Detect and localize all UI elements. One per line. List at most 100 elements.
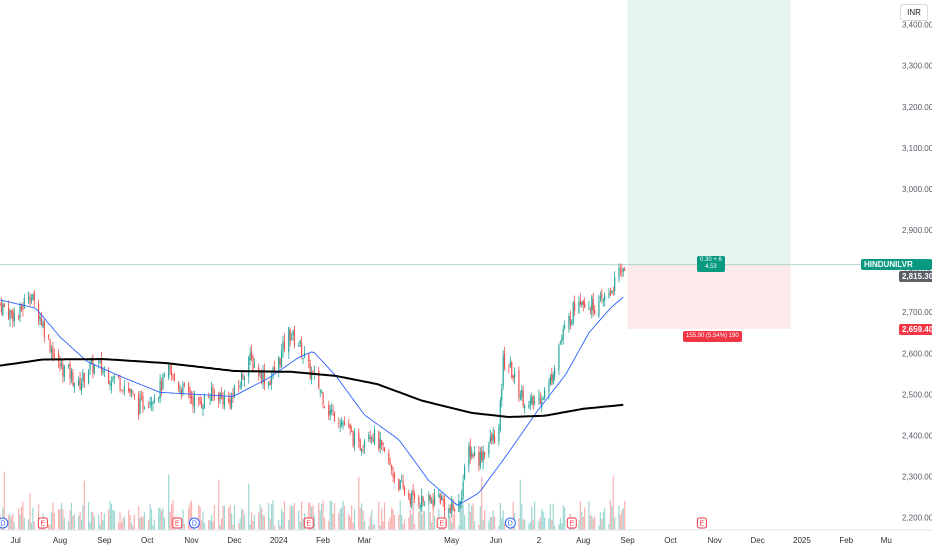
candle-body[interactable] xyxy=(432,499,434,507)
candle-body[interactable] xyxy=(581,301,583,305)
candle-body[interactable] xyxy=(343,422,346,426)
candle-body[interactable] xyxy=(312,370,314,373)
candle-body[interactable] xyxy=(160,381,163,392)
candle-body[interactable] xyxy=(49,339,51,352)
candle-body[interactable] xyxy=(23,298,25,309)
candle-body[interactable] xyxy=(408,492,410,499)
candle-body[interactable] xyxy=(183,383,186,385)
candle-body[interactable] xyxy=(12,310,14,321)
candle-body[interactable] xyxy=(561,338,563,342)
candle-body[interactable] xyxy=(22,308,24,310)
candle-body[interactable] xyxy=(189,391,191,399)
candle-body[interactable] xyxy=(443,499,446,511)
candle-body[interactable] xyxy=(381,440,383,445)
candle-body[interactable] xyxy=(438,493,440,498)
candle-body[interactable] xyxy=(82,371,84,381)
target-box-label[interactable]: 0.30 + 6 4.53 xyxy=(697,255,725,272)
candle-body[interactable] xyxy=(242,375,244,379)
candle-body[interactable] xyxy=(624,269,626,271)
candle-body[interactable] xyxy=(544,389,546,398)
candle-body[interactable] xyxy=(322,392,324,405)
candle-body[interactable] xyxy=(202,407,204,410)
candle-body[interactable] xyxy=(458,500,460,513)
candle-body[interactable] xyxy=(441,496,443,501)
candle-body[interactable] xyxy=(481,450,483,461)
candle-body[interactable] xyxy=(489,436,491,444)
candle-body[interactable] xyxy=(118,374,120,378)
candle-body[interactable] xyxy=(193,395,196,407)
candle-body[interactable] xyxy=(411,492,413,506)
candle-body[interactable] xyxy=(32,293,34,300)
earnings-marker[interactable]: E xyxy=(172,517,183,529)
candle-body[interactable] xyxy=(398,478,400,492)
candle-body[interactable] xyxy=(592,299,594,311)
candle-body[interactable] xyxy=(128,387,130,391)
candle-body[interactable] xyxy=(39,316,41,322)
candle-body[interactable] xyxy=(413,493,416,499)
candle-body[interactable] xyxy=(361,448,363,452)
candle-body[interactable] xyxy=(439,495,441,504)
candle-body[interactable] xyxy=(378,431,380,450)
candle-body[interactable] xyxy=(569,316,571,325)
candle-body[interactable] xyxy=(332,409,334,411)
candle-body[interactable] xyxy=(139,397,141,413)
candle-body[interactable] xyxy=(113,376,115,378)
candle-body[interactable] xyxy=(190,396,193,400)
candle-body[interactable] xyxy=(238,386,240,388)
candle-body[interactable] xyxy=(521,389,523,397)
candle-body[interactable] xyxy=(230,395,233,409)
candle-body[interactable] xyxy=(301,342,303,358)
candle-body[interactable] xyxy=(119,378,121,389)
candle-body[interactable] xyxy=(43,321,45,337)
candle-body[interactable] xyxy=(433,495,436,505)
candle-body[interactable] xyxy=(48,335,50,338)
candle-body[interactable] xyxy=(122,390,124,392)
candle-body[interactable] xyxy=(331,410,333,412)
candle-body[interactable] xyxy=(311,372,313,380)
earnings-marker[interactable]: E xyxy=(436,517,447,529)
candle-body[interactable] xyxy=(223,395,226,406)
candle-body[interactable] xyxy=(462,481,464,497)
candle-body[interactable] xyxy=(541,401,543,408)
candle-body[interactable] xyxy=(522,390,524,406)
candle-body[interactable] xyxy=(584,302,586,308)
candle-body[interactable] xyxy=(574,302,576,312)
candle-body[interactable] xyxy=(412,489,414,493)
candle-body[interactable] xyxy=(601,293,603,298)
candle-body[interactable] xyxy=(428,495,430,502)
candle-body[interactable] xyxy=(338,423,340,424)
candle-body[interactable] xyxy=(92,360,94,374)
candle-body[interactable] xyxy=(389,463,391,465)
candle-body[interactable] xyxy=(298,345,300,347)
candle-body[interactable] xyxy=(50,349,53,353)
candle-body[interactable] xyxy=(27,296,30,299)
candle-body[interactable] xyxy=(62,364,64,376)
candle-body[interactable] xyxy=(19,305,21,319)
candle-body[interactable] xyxy=(302,357,304,359)
candle-body[interactable] xyxy=(152,402,154,405)
candle-body[interactable] xyxy=(253,365,256,368)
candle-body[interactable] xyxy=(349,424,351,430)
candle-body[interactable] xyxy=(108,370,110,385)
candle-body[interactable] xyxy=(173,375,175,381)
candle-body[interactable] xyxy=(538,396,540,400)
candle-body[interactable] xyxy=(53,355,55,356)
candle-body[interactable] xyxy=(589,309,591,311)
candle-body[interactable] xyxy=(168,364,170,378)
candle-body[interactable] xyxy=(621,270,623,272)
candle-body[interactable] xyxy=(109,383,111,386)
candle-body[interactable] xyxy=(63,366,65,378)
candle-body[interactable] xyxy=(491,434,493,441)
candle-body[interactable] xyxy=(179,390,181,393)
candle-body[interactable] xyxy=(250,351,253,359)
candle-body[interactable] xyxy=(222,396,224,404)
candle-body[interactable] xyxy=(249,352,251,361)
candle-body[interactable] xyxy=(368,435,370,440)
candle-body[interactable] xyxy=(308,353,310,362)
candle-body[interactable] xyxy=(68,364,70,367)
candle-body[interactable] xyxy=(42,322,44,328)
candle-body[interactable] xyxy=(163,374,165,376)
candle-body[interactable] xyxy=(591,296,593,314)
candle-body[interactable] xyxy=(602,299,604,301)
candle-body[interactable] xyxy=(401,481,403,483)
